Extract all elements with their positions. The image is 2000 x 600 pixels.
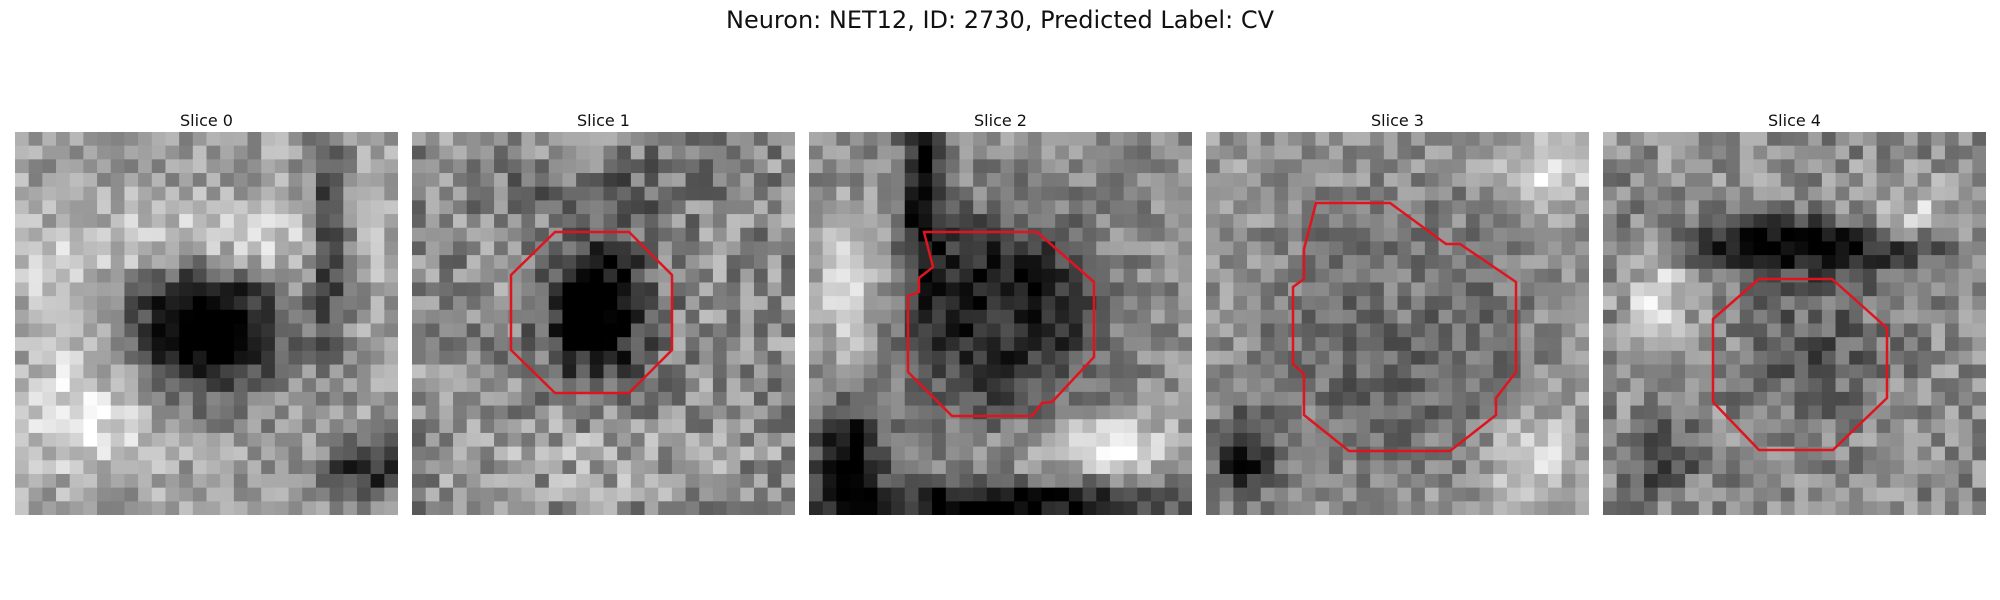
figure-title: Neuron: NET12, ID: 2730, Predicted Label…: [726, 6, 1274, 34]
roi-contour: [1711, 277, 1889, 452]
slice-panel-3: Slice 3: [1206, 110, 1589, 515]
slice-title: Slice 4: [1768, 111, 1821, 130]
pixel-grid: [412, 132, 795, 515]
slice-image-1: [412, 132, 795, 515]
roi-contour: [906, 230, 1096, 418]
pixel-grid: [1603, 132, 1986, 515]
pixel-grid: [1206, 132, 1589, 515]
slice-panel-0: Slice 0: [15, 110, 398, 515]
slice-title: Slice 2: [974, 111, 1027, 130]
slice-panel-2: Slice 2: [809, 110, 1192, 515]
pixel-grid: [809, 132, 1192, 515]
slice-image-2: [809, 132, 1192, 515]
slice-title: Slice 0: [180, 111, 233, 130]
roi-contour: [1291, 201, 1518, 453]
slice-panel-4: Slice 4: [1603, 110, 1986, 515]
slice-title: Slice 3: [1371, 111, 1424, 130]
roi-contour: [509, 230, 674, 395]
slice-image-3: [1206, 132, 1589, 515]
slice-title: Slice 1: [577, 111, 630, 130]
slice-panel-1: Slice 1: [412, 110, 795, 515]
slice-image-4: [1603, 132, 1986, 515]
pixel-grid: [15, 132, 398, 515]
slice-image-0: [15, 132, 398, 515]
